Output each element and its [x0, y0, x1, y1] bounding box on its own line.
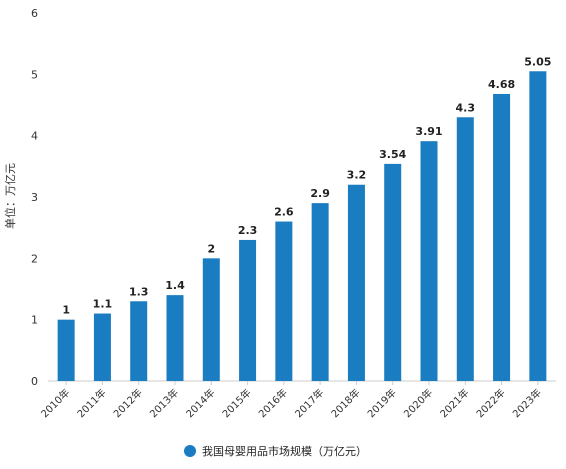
y-axis-ticks: 0 1 2 3 4 5 6 — [31, 7, 38, 388]
data-label: 2.3 — [238, 224, 258, 237]
data-label: 3.91 — [415, 125, 442, 138]
bar — [347, 184, 365, 381]
data-label: 1.1 — [93, 298, 113, 311]
data-label: 1.3 — [129, 285, 149, 298]
bar — [384, 163, 402, 381]
bar — [239, 239, 257, 381]
x-tick-label: 2013年 — [147, 386, 181, 420]
legend-marker-icon — [184, 445, 196, 457]
data-label: 1 — [62, 304, 70, 317]
bar — [456, 117, 474, 382]
y-tick-label: 5 — [31, 68, 38, 81]
data-label: 2.9 — [310, 187, 330, 200]
x-axis-ticks: 2010年 2011年 2012年 2013年 2014年 2015年 2016年 2017年… — [38, 381, 544, 420]
bar — [130, 301, 148, 381]
bar-series — [57, 71, 547, 382]
bar — [529, 71, 547, 382]
y-tick-label: 2 — [31, 252, 38, 265]
data-label: 5.05 — [524, 55, 551, 68]
bar — [493, 93, 511, 382]
y-tick-label: 6 — [31, 7, 38, 20]
bar — [202, 258, 220, 381]
data-label: 4.3 — [456, 101, 476, 114]
x-tick-label: 2022年 — [473, 386, 507, 420]
data-label: 1.4 — [165, 279, 185, 292]
data-labels: 1 1.1 1.3 1.4 2 2.3 2.6 2.9 3.2 3.54 3.91 4.3 4.68 5.… — [62, 55, 551, 316]
bar — [93, 313, 111, 381]
y-tick-label: 3 — [31, 191, 38, 204]
x-tick-label: 2012年 — [111, 386, 145, 420]
x-tick-label: 2010年 — [38, 386, 72, 420]
x-tick-label: 2019年 — [365, 386, 399, 420]
x-tick-label: 2014年 — [183, 386, 217, 420]
legend-label: 我国母婴用品市场规模（万亿元） — [202, 444, 367, 458]
x-tick-label: 2015年 — [219, 386, 253, 420]
data-label: 3.2 — [347, 169, 367, 182]
data-label: 4.68 — [488, 78, 515, 91]
x-tick-label: 2017年 — [292, 386, 326, 420]
y-tick-label: 0 — [31, 375, 38, 388]
bar — [57, 319, 75, 381]
bar — [275, 221, 293, 381]
x-tick-label: 2018年 — [328, 386, 362, 420]
data-label: 2 — [207, 242, 215, 255]
x-tick-label: 2011年 — [74, 386, 108, 420]
bar — [311, 203, 329, 381]
x-tick-label: 2023年 — [510, 386, 544, 420]
y-tick-label: 1 — [31, 314, 38, 327]
x-tick-label: 2020年 — [401, 386, 435, 420]
x-tick-label: 2021年 — [437, 386, 471, 420]
y-tick-label: 4 — [31, 130, 38, 143]
legend: 我国母婴用品市场规模（万亿元） — [184, 444, 367, 458]
bar — [420, 141, 438, 381]
y-axis-label: 单位：万亿元 — [3, 163, 17, 229]
data-label: 3.54 — [379, 148, 406, 161]
bar — [166, 295, 184, 381]
data-label: 2.6 — [274, 206, 294, 219]
x-tick-label: 2016年 — [256, 386, 290, 420]
